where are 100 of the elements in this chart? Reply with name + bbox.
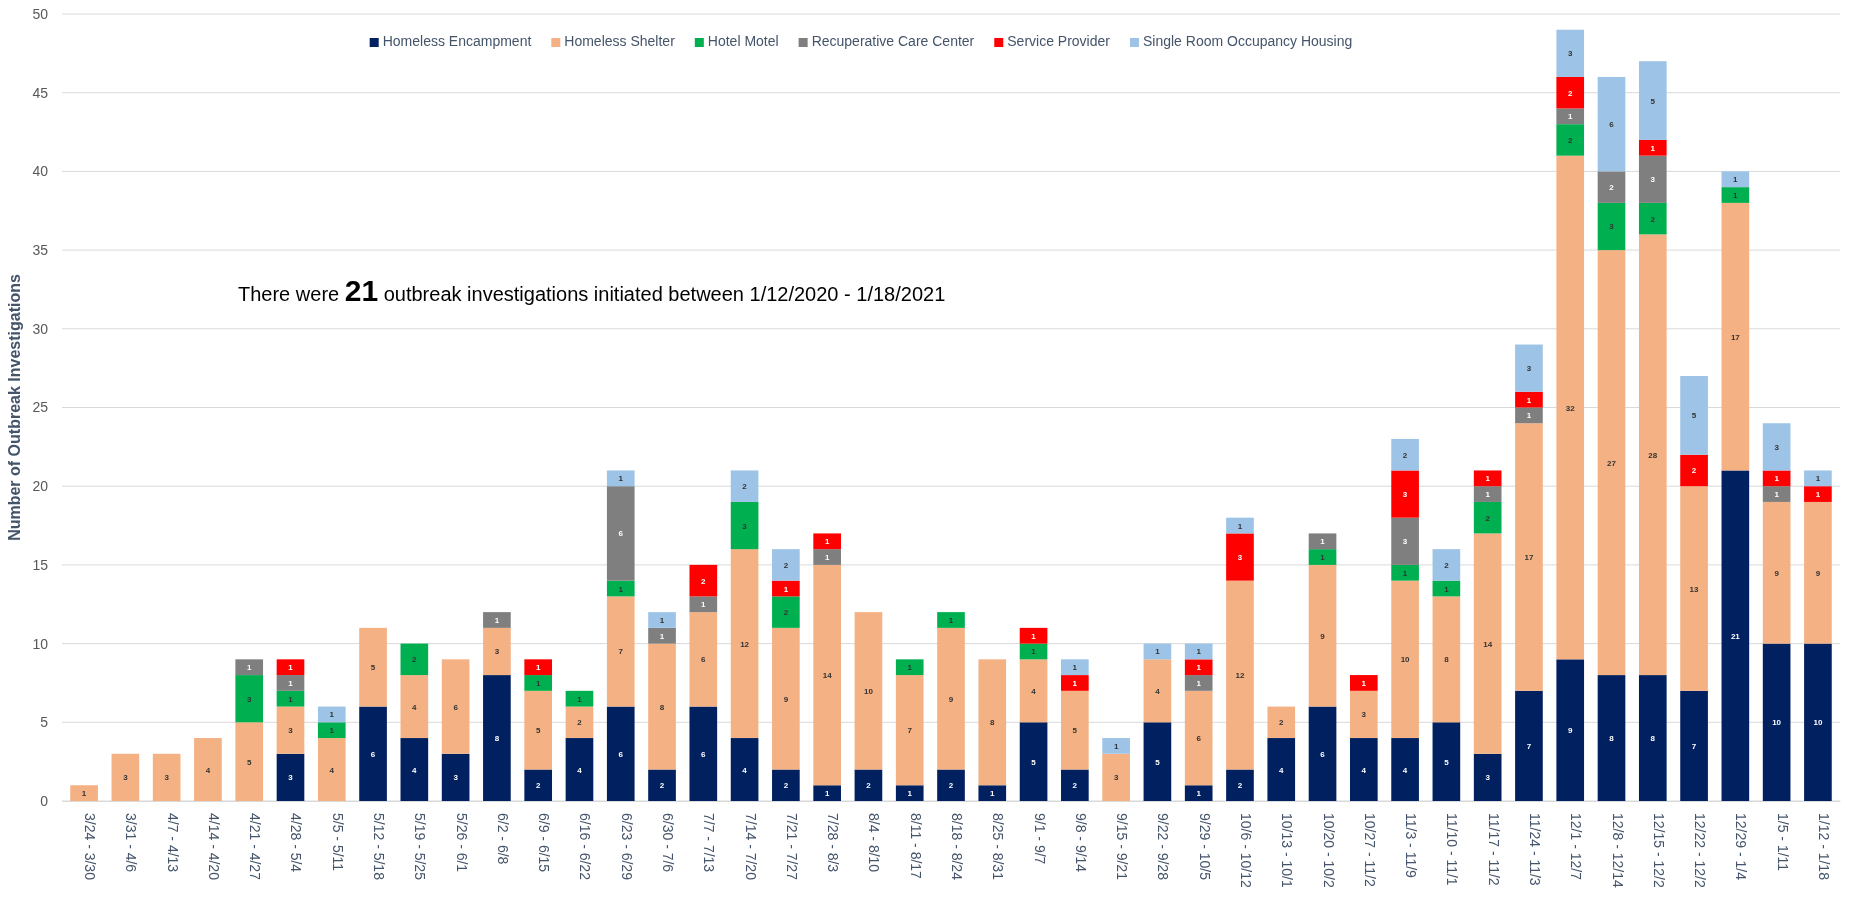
x-tick-label: 7/21 - 7/27 bbox=[783, 813, 800, 881]
data-label: 2 bbox=[783, 608, 789, 618]
data-label: 1 bbox=[618, 584, 624, 594]
data-label: 1 bbox=[577, 694, 583, 704]
x-tick-label: 5/12 - 5/18 bbox=[371, 813, 388, 881]
bar bbox=[1804, 501, 1832, 644]
data-label: 2 bbox=[866, 781, 872, 791]
bar bbox=[1556, 155, 1585, 660]
data-label: 1 bbox=[1320, 537, 1326, 547]
legend-label: Homeless Shelter bbox=[564, 33, 676, 49]
data-label: 1 bbox=[1196, 789, 1202, 799]
data-label: 3 bbox=[1568, 49, 1573, 59]
bar bbox=[1597, 171, 1626, 203]
bar bbox=[854, 769, 883, 801]
data-label: 2 bbox=[1568, 135, 1573, 145]
bar bbox=[606, 486, 635, 581]
bar bbox=[194, 738, 222, 801]
data-label: 6 bbox=[1320, 749, 1326, 759]
data-label: 7 bbox=[618, 647, 624, 657]
bar bbox=[937, 612, 965, 628]
x-tick-label: 9/29 - 10/5 bbox=[1196, 813, 1213, 881]
data-label: 2 bbox=[1568, 88, 1573, 98]
data-label: 6 bbox=[618, 529, 624, 539]
y-tick-label: 0 bbox=[40, 792, 49, 809]
bar bbox=[1226, 517, 1254, 534]
data-label: 14 bbox=[1483, 639, 1493, 649]
bar bbox=[1267, 738, 1296, 801]
data-label: 5 bbox=[1691, 411, 1697, 421]
bar bbox=[400, 675, 429, 739]
bar bbox=[772, 549, 800, 581]
data-label: 1 bbox=[535, 678, 541, 688]
bar bbox=[441, 753, 470, 801]
bar bbox=[648, 643, 676, 770]
data-label: 4 bbox=[412, 765, 418, 775]
data-label: 13 bbox=[1689, 584, 1700, 594]
y-tick-label: 10 bbox=[32, 635, 49, 652]
data-label: 4 bbox=[1031, 686, 1037, 696]
data-label: 1 bbox=[288, 663, 294, 673]
data-label: 1 bbox=[1733, 191, 1739, 201]
data-label: 1 bbox=[288, 694, 294, 704]
data-label: 9 bbox=[783, 694, 789, 704]
data-label: 1 bbox=[907, 663, 913, 673]
data-label: 1 bbox=[701, 600, 707, 610]
x-tick-label: 4/21 - 4/27 bbox=[247, 813, 264, 881]
data-label: 1 bbox=[990, 789, 996, 799]
data-label: 12 bbox=[1235, 671, 1245, 681]
data-label: 1 bbox=[1155, 647, 1161, 657]
data-label: 9 bbox=[948, 694, 954, 704]
data-label: 1 bbox=[1774, 490, 1780, 500]
data-label: 1 bbox=[824, 789, 830, 799]
data-label: 27 bbox=[1607, 458, 1617, 468]
y-tick-label: 30 bbox=[32, 320, 49, 337]
bar bbox=[1226, 533, 1254, 581]
data-label: 32 bbox=[1565, 403, 1576, 413]
bar bbox=[772, 769, 800, 801]
bar bbox=[1762, 423, 1791, 471]
bar bbox=[1432, 549, 1461, 581]
data-label: 2 bbox=[783, 781, 789, 791]
bar bbox=[978, 785, 1007, 801]
data-label: 8 bbox=[1650, 734, 1656, 744]
bar bbox=[1515, 344, 1543, 392]
data-label: 1 bbox=[494, 615, 500, 625]
data-label: 1 bbox=[1402, 568, 1408, 578]
bar bbox=[524, 675, 553, 691]
data-label: 1 bbox=[1815, 474, 1821, 484]
bar bbox=[152, 753, 181, 801]
x-tick-label: 8/11 - 8/17 bbox=[907, 813, 924, 880]
data-label: 5 bbox=[1031, 757, 1037, 767]
bar bbox=[813, 549, 841, 565]
bar bbox=[1061, 659, 1089, 676]
bar bbox=[524, 769, 553, 801]
bar bbox=[1226, 580, 1254, 770]
bar bbox=[1638, 202, 1667, 235]
y-axis-title: Number of Outbreak Investigations bbox=[6, 274, 23, 541]
x-tick-label: 6/2 - 6/8 bbox=[494, 813, 511, 865]
data-label: 6 bbox=[1196, 734, 1202, 744]
bar bbox=[1473, 470, 1502, 487]
x-tick-label: 11/3 - 11/9 bbox=[1403, 813, 1420, 879]
data-label: 6 bbox=[1609, 120, 1615, 130]
x-tick-label: 12/8 - 12/14 bbox=[1609, 813, 1626, 888]
data-label: 5 bbox=[246, 757, 252, 767]
bar bbox=[1515, 690, 1543, 801]
bar bbox=[1721, 187, 1750, 203]
bar bbox=[813, 785, 841, 801]
y-tick-label: 15 bbox=[32, 556, 49, 573]
data-label: 2 bbox=[1609, 183, 1615, 193]
y-tick-label: 20 bbox=[32, 478, 49, 495]
bar bbox=[772, 580, 800, 597]
data-label: 1 bbox=[1485, 490, 1491, 500]
bar bbox=[730, 470, 759, 502]
data-label: 1 bbox=[1196, 678, 1202, 688]
data-label: 2 bbox=[1444, 560, 1450, 570]
data-label: 2 bbox=[535, 781, 541, 791]
bar bbox=[565, 738, 594, 801]
data-label: 1 bbox=[246, 663, 252, 673]
x-tick-label: 1/5 - 1/11 bbox=[1774, 813, 1791, 872]
data-label: 4 bbox=[205, 765, 211, 775]
bar bbox=[483, 612, 511, 628]
data-label: 2 bbox=[1072, 781, 1078, 791]
bar bbox=[1184, 690, 1213, 786]
